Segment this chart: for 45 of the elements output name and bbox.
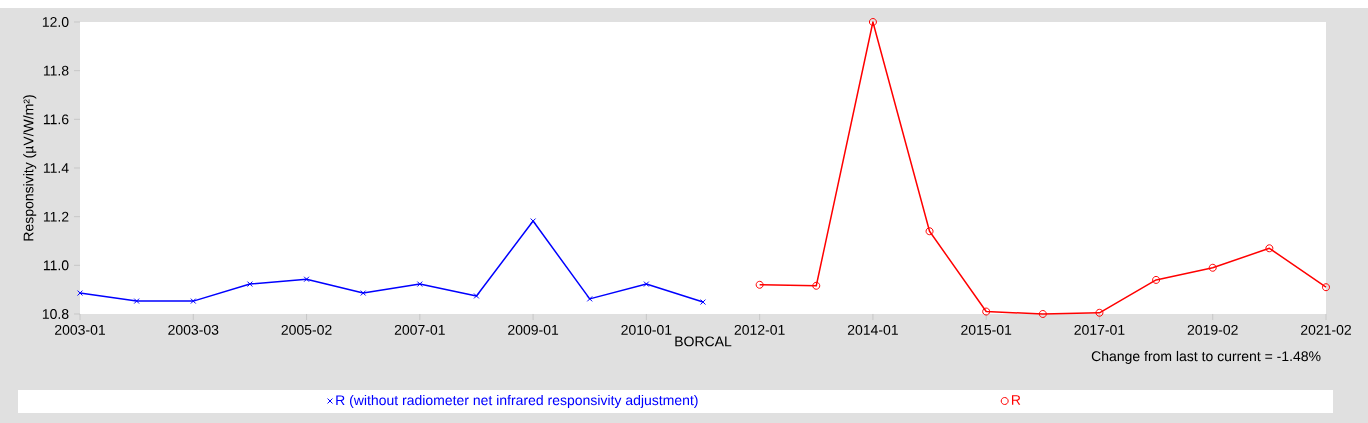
point (133, 298, 140, 305)
x-tick-label: 2021-02 (1301, 324, 1351, 335)
point (1095, 308, 1104, 317)
y-axis-title: Responsivity (µV/W/m²) (23, 95, 37, 241)
point (190, 298, 197, 305)
x-tick-label: 2017-01 (1074, 324, 1125, 335)
x-tick-label: 2014-01 (847, 324, 898, 335)
x-tick-label: 2005-02 (281, 324, 332, 335)
point (643, 281, 650, 288)
legend-label: R (without radiometer net infrared responsivity adjustment) (336, 394, 698, 408)
point (982, 307, 991, 316)
legend-label: R (1011, 395, 1021, 405)
x-tick-label: 2003-01 (55, 324, 105, 335)
y-tick-label: 11.0 (43, 260, 69, 271)
point (303, 276, 310, 283)
y-tick-label: 10.8 (42, 309, 69, 319)
point (1208, 263, 1217, 272)
point (416, 281, 423, 288)
x-tick-label: 2007-01 (394, 324, 445, 335)
y-tick-label: 12.0 (42, 17, 69, 27)
y-tick-label: 11.4 (43, 163, 69, 173)
y-tick-label: 11.2 (43, 211, 69, 222)
point (1038, 309, 1047, 318)
x-tick-label: 2012-01 (734, 324, 785, 335)
point (755, 280, 764, 289)
point (812, 281, 821, 290)
point (246, 281, 253, 288)
x-tick-label: 2009-01 (508, 324, 559, 335)
y-tick-label: 11.8 (43, 65, 69, 76)
x-tick-label: 2010-01 (621, 324, 672, 335)
point (530, 218, 537, 224)
y-tick-label: 11.6 (43, 114, 69, 125)
point (1265, 244, 1274, 253)
point (1322, 283, 1330, 292)
point (473, 293, 480, 299)
x-tick-label: 2019-02 (1187, 324, 1238, 335)
text: Change from last to current = -1.48% (1091, 350, 1321, 364)
point (360, 290, 367, 297)
point (925, 227, 934, 236)
x-axis-title: BORCAL (675, 336, 732, 347)
point (1152, 275, 1161, 284)
x-tick-label: 2003-03 (168, 324, 219, 335)
point (868, 18, 877, 26)
point (586, 295, 593, 302)
x-tick-label: 2015-01 (961, 324, 1012, 335)
